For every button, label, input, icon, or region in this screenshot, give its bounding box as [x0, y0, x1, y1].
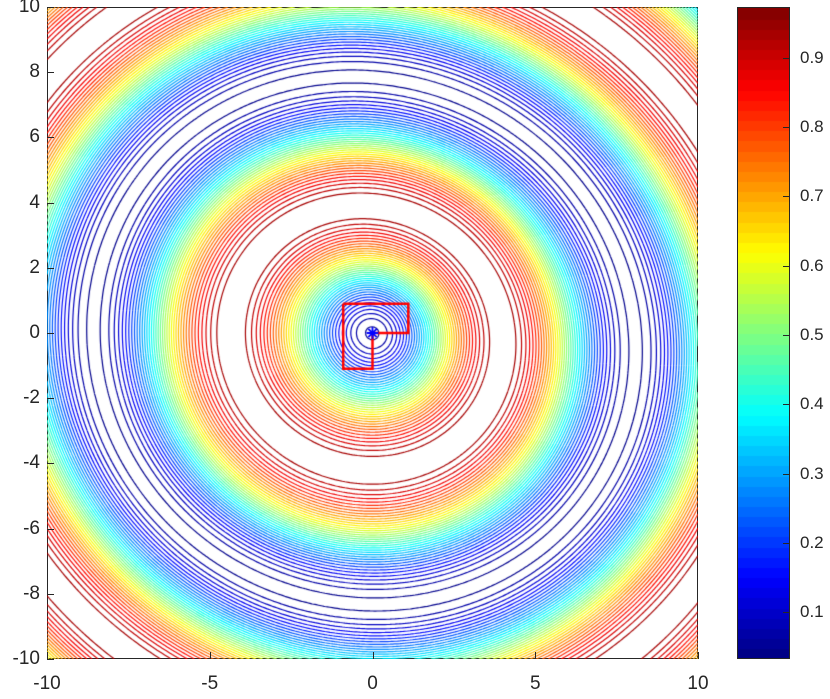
colorbar-tick-label: 0.6 — [800, 255, 824, 275]
y-tick-mark — [47, 593, 54, 595]
y-tick-label: -2 — [23, 387, 40, 409]
colorbar-tick-mark — [783, 196, 790, 198]
x-tick-mark — [47, 652, 48, 659]
colorbar-tick-mark — [783, 57, 790, 59]
colorbar-tick-mark — [783, 265, 790, 267]
y-tick-label: -6 — [23, 517, 40, 539]
y-tick-mark — [47, 463, 54, 465]
colorbar-tick-label: 0.8 — [800, 117, 824, 137]
colorbar-tick-mark — [783, 542, 790, 544]
y-tick-label: -4 — [23, 452, 40, 474]
colorbar-tick-mark — [783, 404, 790, 406]
colorbar — [738, 8, 789, 658]
contour-plot — [47, 7, 698, 659]
x-tick-mark — [698, 652, 699, 659]
colorbar-tick-label: 0.4 — [800, 394, 824, 414]
colorbar-frame — [737, 7, 790, 659]
colorbar-tick-label: 0.9 — [800, 47, 824, 67]
colorbar-tick-label: 0.2 — [800, 532, 824, 552]
x-tick-label: -5 — [201, 673, 219, 694]
y-tick-mark — [47, 528, 54, 530]
y-tick-mark — [47, 659, 54, 660]
x-tick-label: 10 — [687, 673, 709, 694]
x-tick-mark — [535, 652, 537, 659]
y-tick-label: 6 — [29, 126, 40, 148]
x-tick-mark — [209, 652, 211, 659]
colorbar-tick-mark — [783, 473, 790, 475]
x-tick-mark — [372, 652, 374, 659]
colorbar-tick-mark — [783, 612, 790, 614]
y-tick-mark — [47, 398, 54, 400]
y-tick-mark — [47, 202, 54, 204]
y-tick-mark — [47, 72, 54, 74]
y-tick-label: 4 — [29, 191, 40, 213]
colorbar-tick-mark — [783, 127, 790, 129]
y-tick-label: 8 — [29, 61, 40, 83]
y-tick-mark — [47, 7, 54, 8]
y-tick-label: 2 — [29, 256, 40, 278]
colorbar-tick-label: 0.5 — [800, 325, 824, 345]
y-tick-label: 10 — [18, 0, 40, 17]
y-tick-label: -10 — [12, 648, 40, 669]
colorbar-tick-label: 0.3 — [800, 463, 824, 483]
x-tick-label: 0 — [367, 673, 378, 694]
colorbar-tick-label: 0.7 — [800, 186, 824, 206]
colorbar-tick-label: 0.1 — [800, 602, 824, 622]
y-tick-mark — [47, 137, 54, 139]
y-tick-label: -8 — [23, 582, 40, 604]
x-tick-label: -10 — [33, 673, 61, 694]
colorbar-tick-mark — [783, 335, 790, 337]
x-tick-label: 5 — [529, 673, 541, 694]
y-tick-label: 0 — [29, 322, 40, 343]
y-tick-mark — [47, 333, 54, 334]
y-tick-mark — [47, 267, 54, 269]
